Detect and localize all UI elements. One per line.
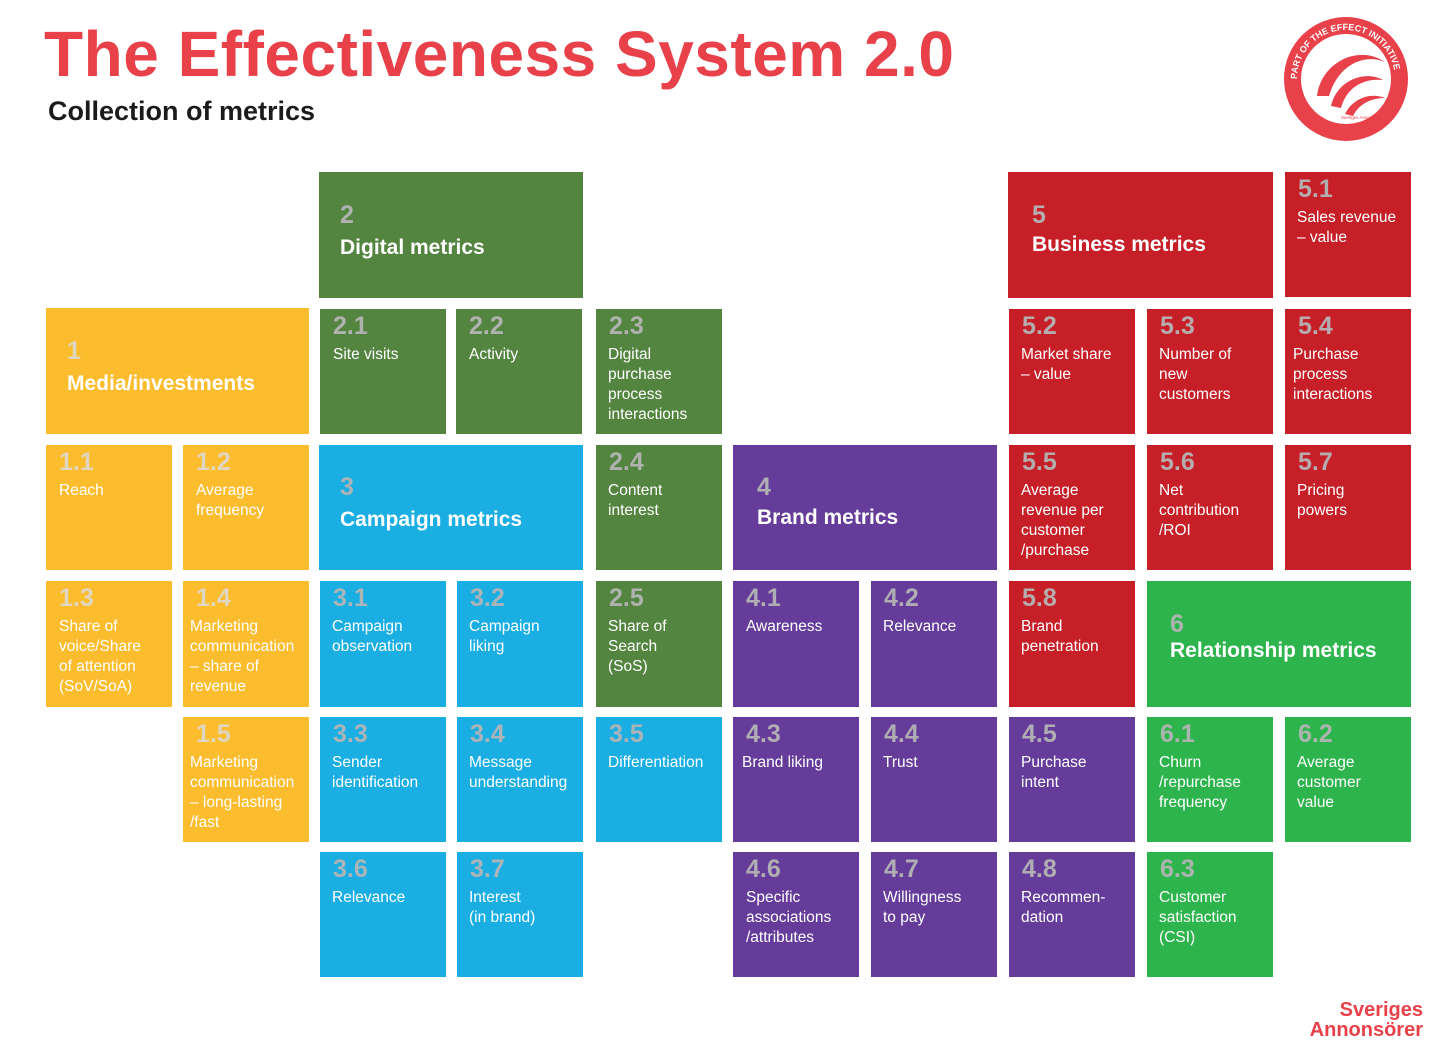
sveriges-annonsorer-logo: Sveriges Annonsörer [1309,999,1423,1041]
metric-tile-4-8: 4.8 Recommen- dation [1009,852,1135,977]
metric-tile-5-7: 5.7 Pricing powers [1285,445,1411,570]
metric-tile-5-8: 5.8 Brand penetration [1009,581,1135,707]
group-campaign-metrics: 3 Campaign metrics [319,445,583,570]
group-media-investments: 1 Media/investments [46,308,309,434]
metric-tile-2-1: 2.1 Site visits [320,309,446,434]
metric-tile-5-1: 5.1 Sales revenue – value [1285,172,1411,297]
group-digital-metrics: 2 Digital metrics [319,172,583,298]
metric-tile-4-4: 4.4 Trust [871,717,997,842]
metric-tile-4-6: 4.6 Specific associations /attributes [733,852,859,977]
effect-initiative-badge-icon: PART OF THE EFFECT INITIATIVE Sveriges A… [1284,17,1408,141]
metric-tile-2-3: 2.3 Digital purchase process interactions [596,309,722,434]
metric-tile-1-5: 1.5 Marketing communication – long-lastin… [183,717,309,842]
group-business-metrics: 5 Business metrics [1008,172,1273,298]
metric-tile-2-2: 2.2 Activity [456,309,582,434]
metric-tile-3-1: 3.1 Campaign observation [320,581,446,707]
metric-tile-3-2: 3.2 Campaign liking [457,581,583,707]
page-title: The Effectiveness System 2.0 [44,18,955,90]
metric-tile-5-5: 5.5 Average revenue per customer /purchas… [1009,445,1135,570]
metric-tile-2-4: 2.4 Content interest [596,445,722,570]
metric-tile-4-1: 4.1 Awareness [733,581,859,707]
metric-tile-5-2: 5.2 Market share – value [1009,309,1135,434]
metric-tile-5-4: 5.4 Purchase process interactions [1285,309,1411,434]
metric-tile-4-3: 4.3 Brand liking [733,717,859,842]
metric-tile-1-2: 1.2 Average frequency [183,445,309,570]
metric-tile-4-5: 4.5 Purchase intent [1009,717,1135,842]
metric-tile-1-1: 1.1 Reach [46,445,172,570]
page-subtitle: Collection of metrics [48,96,316,126]
group-brand-metrics: 4 Brand metrics [733,445,997,570]
metric-tile-5-3: 5.3 Number of new customers [1147,309,1273,434]
metric-tile-6-3: 6.3 Customer satisfaction (CSI) [1147,852,1273,977]
metric-tile-1-3: 1.3 Share of voice/Share of attention (So… [46,581,172,707]
metric-tile-1-4: 1.4 Marketing communication – share of re… [183,581,309,707]
metric-tile-6-2: 6.2 Average customer value [1285,717,1411,842]
metric-tile-6-1: 6.1 Churn /repurchase frequency [1147,717,1273,842]
metric-tile-3-5: 3.5 Differentiation [596,717,722,842]
metric-tile-3-3: 3.3 Sender identification [320,717,446,842]
metric-tile-2-5: 2.5 Share of Search (SoS) [596,581,722,707]
metric-tile-3-7: 3.7 Interest (in brand) [457,852,583,977]
metric-tile-4-2: 4.2 Relevance [871,581,997,707]
metric-tile-3-4: 3.4 Message understanding [457,717,583,842]
group-relationship-metrics: 6 Relationship metrics [1147,581,1411,707]
metric-tile-4-7: 4.7 Willingness to pay [871,852,997,977]
metric-tile-3-6: 3.6 Relevance [320,852,446,977]
svg-text:Sveriges Annonsörer: Sveriges Annonsörer [1341,115,1383,120]
metric-tile-5-6: 5.6 Net contribution /ROI [1147,445,1273,570]
